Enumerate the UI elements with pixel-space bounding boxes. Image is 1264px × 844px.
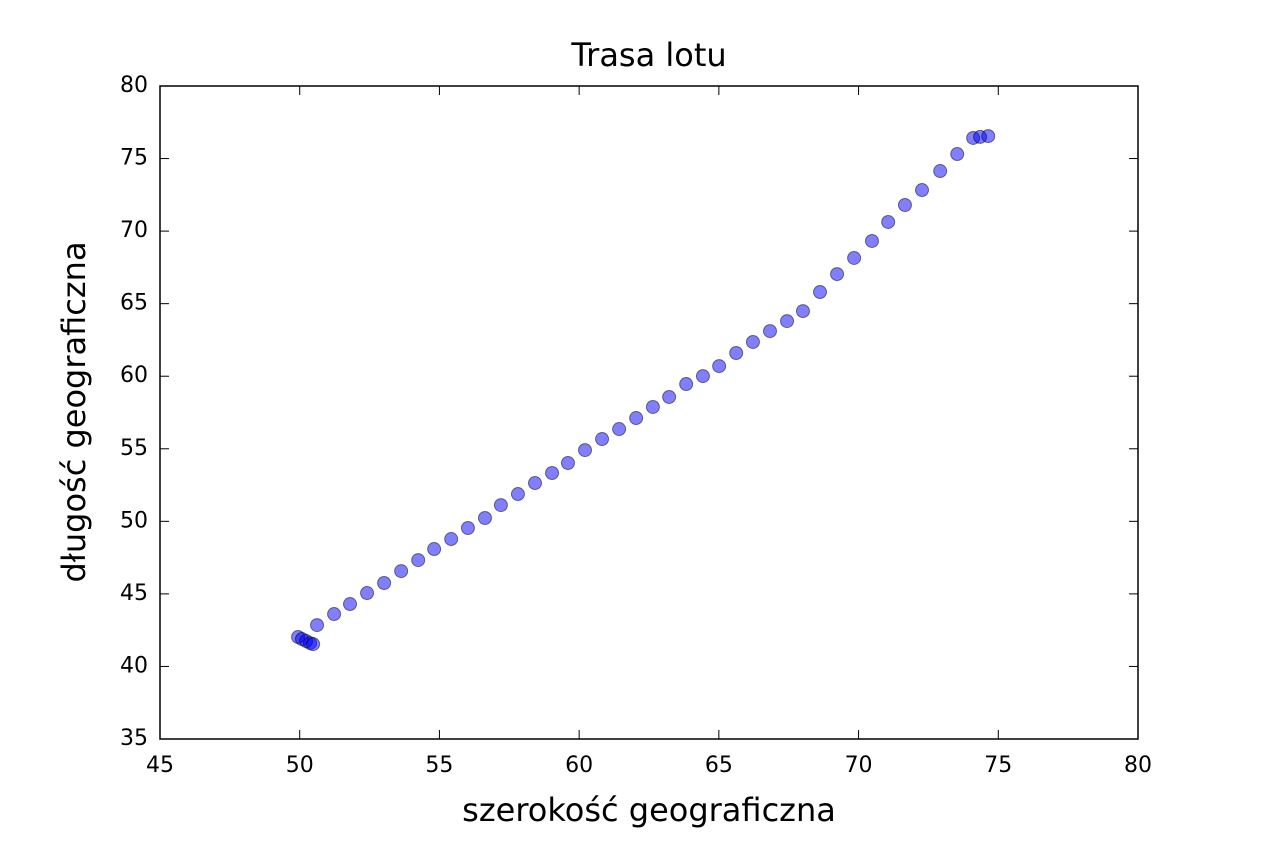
point	[645, 399, 660, 414]
point	[745, 334, 760, 349]
point	[306, 637, 321, 652]
point	[780, 314, 795, 329]
point	[360, 586, 375, 601]
x-tick-label: 80	[1124, 753, 1152, 778]
point	[762, 324, 777, 339]
x-tick-label: 75	[984, 753, 1012, 778]
point	[950, 147, 965, 162]
point	[527, 476, 542, 491]
y-tick-label: 70	[120, 218, 148, 243]
y-tick-label: 75	[120, 146, 148, 171]
point	[460, 521, 475, 536]
point	[915, 183, 930, 198]
y-tick-label: 60	[120, 363, 148, 388]
point	[813, 285, 828, 300]
point	[897, 197, 912, 212]
x-tick-label: 70	[845, 753, 873, 778]
point	[411, 553, 426, 568]
y-tick-label: 45	[120, 581, 148, 606]
point	[310, 618, 325, 633]
point	[662, 389, 677, 404]
chart-title: Trasa lotu	[570, 36, 726, 74]
point	[695, 369, 710, 384]
x-tick-label: 45	[146, 753, 174, 778]
x-tick-label: 65	[705, 753, 733, 778]
point	[864, 233, 879, 248]
y-tick-label: 80	[120, 73, 148, 98]
point	[493, 498, 508, 513]
point	[343, 597, 358, 612]
point	[377, 576, 392, 591]
point	[510, 487, 525, 502]
point	[595, 432, 610, 447]
point	[712, 359, 727, 374]
y-tick-label: 55	[120, 436, 148, 461]
point	[394, 564, 409, 579]
point	[933, 164, 948, 179]
x-tick-label: 50	[286, 753, 314, 778]
point	[477, 510, 492, 525]
point	[612, 422, 627, 437]
point	[578, 443, 593, 458]
plot-frame	[159, 85, 1139, 740]
point	[830, 267, 845, 282]
y-tick-label: 50	[120, 508, 148, 533]
y-tick-label: 35	[120, 726, 148, 751]
x-tick-label: 55	[425, 753, 453, 778]
x-axis-label: szerokość geograficzna	[462, 791, 836, 829]
point	[795, 304, 810, 319]
point	[444, 532, 459, 547]
point	[560, 455, 575, 470]
point	[679, 377, 694, 392]
y-tick-label: 40	[120, 653, 148, 678]
point	[629, 411, 644, 426]
point	[545, 466, 560, 481]
x-tick-label: 60	[565, 753, 593, 778]
point	[427, 542, 442, 557]
y-tick-label: 65	[120, 291, 148, 316]
point	[729, 346, 744, 361]
point	[881, 214, 896, 229]
y-axis-label: długość geograficzna	[55, 241, 93, 582]
point	[847, 250, 862, 265]
point	[981, 129, 996, 144]
point	[327, 607, 342, 622]
